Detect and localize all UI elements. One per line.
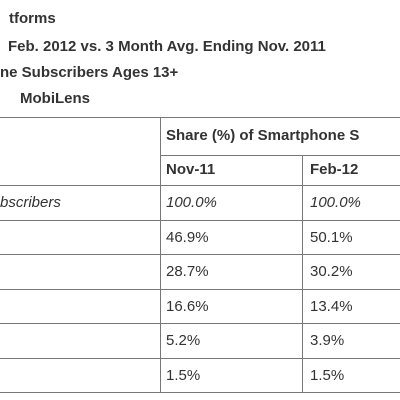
column-header: Feb-12 [310, 161, 359, 178]
cell: 5.2% [166, 332, 201, 349]
rule [0, 323, 400, 324]
cell: 30.2% [310, 263, 353, 280]
rule [0, 392, 400, 393]
column-rule [160, 117, 161, 393]
rule [0, 289, 400, 290]
cell: 1.5% [310, 366, 345, 384]
cell: 1.5% [166, 366, 201, 384]
column-rule [302, 155, 303, 393]
rule [0, 185, 400, 186]
header-line: Feb. 2012 vs. 3 Month Avg. Ending Nov. 2… [8, 38, 326, 55]
cell: 3.9% [310, 332, 345, 349]
rule [160, 155, 400, 156]
rule [0, 220, 400, 221]
rule [0, 358, 400, 359]
header-line: ne Subscribers Ages 13+ [0, 64, 179, 81]
cell: 46.9% [166, 228, 209, 246]
cell: 16.6% [166, 297, 209, 315]
cell: 100.0% [166, 194, 217, 211]
cell: 28.7% [166, 263, 209, 280]
header-line: tforms [9, 10, 56, 27]
row-label: bscribers [0, 194, 61, 211]
header-line: MobiLens [20, 90, 90, 107]
rule [0, 117, 400, 118]
cell: 13.4% [310, 297, 353, 315]
column-header: Nov-11 [166, 161, 216, 178]
rule [0, 254, 400, 255]
group-header: Share (%) of Smartphone S [166, 127, 360, 144]
cell: 100.0% [310, 194, 361, 211]
cell: 50.1% [310, 228, 353, 246]
